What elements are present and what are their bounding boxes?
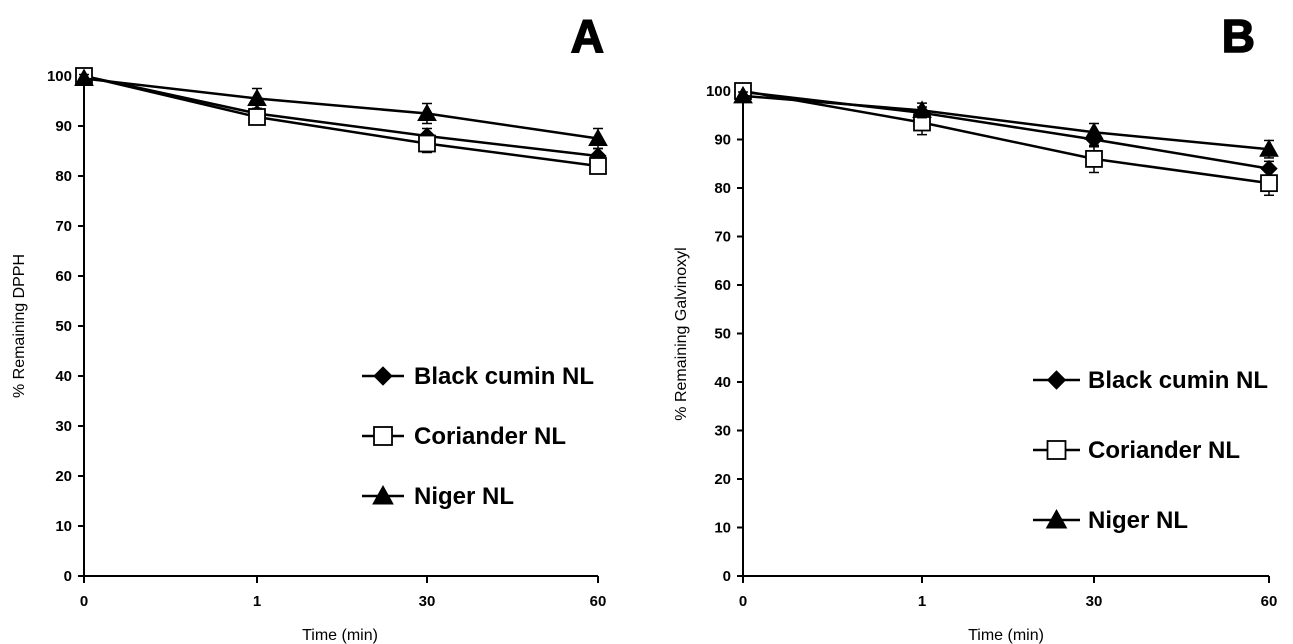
y-tick-label: 90	[55, 118, 72, 135]
legend-marker	[373, 426, 393, 446]
data-point	[912, 100, 932, 118]
legend-marker	[1045, 508, 1068, 529]
y-tick-label: 20	[714, 471, 731, 488]
data-point	[418, 134, 436, 153]
panel-label: A	[571, 10, 604, 62]
y-axis-title: % Remaining Galvinoxyl	[673, 247, 690, 420]
data-point	[74, 68, 94, 86]
y-tick-label: 80	[55, 168, 72, 185]
x-tick-label: 0	[739, 593, 747, 610]
chart-panel-a: 0 10 20 30 40 50 60 70 80 90 100 0 1 30 60 Time (min) % …	[11, 9, 608, 644]
y-tick-label: 50	[714, 326, 731, 343]
x-tick-label: 1	[253, 593, 261, 610]
data-point	[733, 85, 753, 104]
x-axis-title: Time (min)	[302, 627, 378, 644]
series-coriander-nl	[75, 67, 607, 175]
series-black-cumin-nl	[734, 83, 1278, 178]
y-tick-label: 100	[47, 68, 72, 85]
y-tick-label: 0	[64, 568, 72, 585]
y-tick-label: 20	[55, 468, 72, 485]
y-tick-label: 60	[55, 268, 72, 285]
data-point	[1085, 149, 1103, 168]
y-tick-label: 50	[55, 318, 72, 335]
y-tick-label: 10	[55, 518, 72, 535]
legend-label: Coriander NL	[1088, 437, 1240, 464]
series-line	[83, 77, 599, 140]
legend-label: Niger NL	[414, 483, 514, 510]
y-tick-label: 70	[55, 218, 72, 235]
series-black-cumin-nl	[75, 67, 607, 165]
series-niger-nl	[733, 85, 1279, 159]
series-line	[742, 94, 1270, 151]
data-point	[1259, 139, 1279, 157]
data-point	[1084, 122, 1104, 140]
series-line	[83, 74, 599, 168]
legend-marker	[1046, 440, 1067, 460]
legend-marker	[1046, 370, 1067, 390]
legend-label: Niger NL	[1088, 507, 1188, 534]
chart-panel-b: 0 10 20 30 40 50 60 70 80 90 100 0 1 30 60 Time (min) % …	[673, 9, 1279, 644]
x-axis-title: Time (min)	[968, 627, 1044, 644]
y-tick-label: 0	[723, 568, 731, 585]
panel-label: B	[1222, 10, 1255, 62]
x-tick-label: 60	[1261, 593, 1278, 610]
x-tick-label: 60	[590, 593, 607, 610]
y-tick-label: 70	[714, 229, 731, 246]
legend-label: Black cumin NL	[414, 363, 594, 390]
legend-label: Coriander NL	[414, 423, 566, 450]
data-point	[589, 157, 607, 175]
x-tick-label: 30	[1086, 593, 1103, 610]
legend-label: Black cumin NL	[1088, 367, 1268, 394]
series-line	[742, 89, 1270, 185]
data-point	[247, 88, 267, 106]
x-tick-label: 1	[918, 593, 926, 610]
y-tick-label: 100	[706, 83, 731, 100]
y-tick-label: 80	[714, 180, 731, 197]
data-point	[248, 108, 266, 126]
data-point	[1260, 174, 1278, 193]
y-tick-label: 40	[714, 374, 731, 391]
series-line	[83, 74, 599, 158]
y-axis-title: % Remaining DPPH	[11, 254, 28, 398]
legend: Black cumin NL Coriander NL Niger NL	[1033, 367, 1268, 534]
legend-marker	[372, 484, 394, 505]
data-point	[588, 128, 608, 146]
y-tick-label: 60	[714, 277, 731, 294]
legend-marker	[373, 366, 393, 386]
y-tick-label: 90	[714, 132, 731, 149]
x-tick-label: 0	[80, 593, 88, 610]
data-point	[417, 103, 437, 121]
y-tick-label: 40	[55, 368, 72, 385]
y-tick-label: 10	[714, 520, 731, 537]
series-niger-nl	[74, 68, 608, 150]
x-tick-label: 30	[419, 593, 436, 610]
legend: Black cumin NL Coriander NL Niger NL	[362, 363, 594, 510]
y-tick-label: 30	[714, 423, 731, 440]
y-tick-label: 30	[55, 418, 72, 435]
